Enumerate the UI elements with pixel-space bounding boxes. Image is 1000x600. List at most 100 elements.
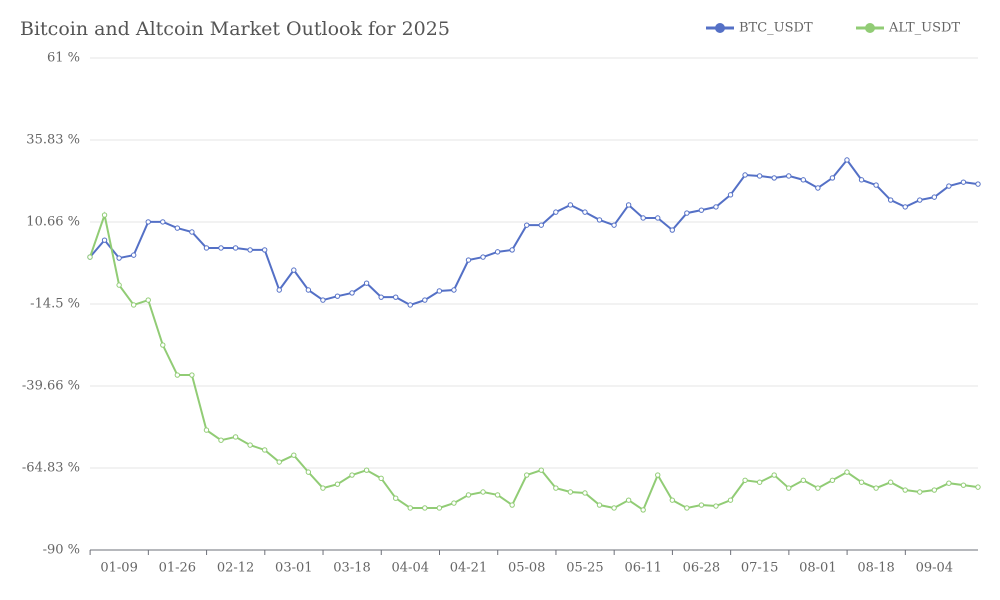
point	[596, 217, 603, 223]
line	[89, 158, 979, 307]
point	[160, 342, 166, 348]
point	[116, 282, 122, 288]
point	[436, 288, 443, 294]
point	[844, 157, 850, 163]
point	[393, 294, 399, 300]
point	[291, 452, 297, 458]
point	[887, 197, 894, 203]
chart-title: Bitcoin and Altcoin Market Outlook for 2…	[20, 18, 450, 40]
point	[247, 247, 253, 253]
point	[698, 502, 705, 508]
x-tick-label: 05-25	[566, 561, 603, 576]
point	[451, 287, 457, 293]
point	[567, 202, 574, 208]
point	[960, 179, 967, 185]
y-tick-label: 35.83 %	[26, 133, 80, 148]
point	[786, 173, 792, 179]
point	[858, 479, 865, 485]
x-tick-label: 03-18	[333, 561, 370, 576]
point	[553, 209, 559, 215]
x-tick-label: 09-04	[916, 561, 953, 576]
point	[465, 257, 472, 263]
point	[349, 290, 355, 296]
y-tick-label: -14.5 %	[30, 297, 80, 312]
point	[829, 175, 836, 181]
point	[873, 182, 879, 188]
series	[87, 211, 981, 513]
y-tick-label: -64.83 %	[22, 460, 80, 475]
point	[611, 505, 617, 511]
legend-label: BTC_USDT	[739, 21, 813, 36]
point	[771, 472, 777, 478]
point	[349, 472, 355, 478]
point	[596, 502, 603, 508]
point	[655, 472, 661, 478]
point	[480, 254, 486, 260]
point	[174, 372, 181, 378]
point	[145, 297, 151, 303]
point	[873, 485, 879, 491]
point	[363, 467, 370, 473]
y-tick-label: 61 %	[47, 51, 80, 66]
x-tick-label: 05-08	[508, 561, 545, 576]
point	[946, 480, 952, 486]
point	[393, 495, 399, 501]
x-tick-label: 02-12	[217, 561, 254, 576]
point	[232, 434, 239, 440]
point	[902, 204, 908, 210]
point	[320, 485, 326, 491]
point	[130, 302, 137, 308]
point	[174, 225, 181, 231]
point	[101, 212, 108, 218]
point	[436, 505, 443, 511]
point	[305, 469, 312, 475]
point	[713, 204, 719, 210]
point	[975, 484, 981, 490]
point	[640, 215, 646, 221]
point	[756, 173, 763, 179]
point	[567, 489, 574, 495]
point	[742, 172, 748, 178]
point	[218, 245, 224, 251]
x-tick-label: 06-28	[683, 561, 720, 576]
point	[727, 192, 734, 198]
x-tick-label: 04-04	[392, 561, 429, 576]
point	[334, 481, 341, 487]
point	[407, 505, 413, 511]
point	[480, 489, 486, 495]
point	[422, 505, 428, 511]
point	[130, 252, 137, 258]
point	[669, 227, 675, 233]
point	[698, 207, 705, 213]
point	[829, 477, 836, 483]
point	[160, 219, 166, 225]
point	[669, 497, 675, 503]
point	[946, 183, 952, 189]
x-tick-label: 01-09	[100, 561, 137, 576]
line	[89, 211, 979, 512]
point	[378, 294, 384, 300]
point	[786, 485, 792, 491]
point	[145, 219, 151, 225]
point	[858, 177, 865, 183]
x-tick-label: 07-15	[741, 561, 778, 576]
point	[101, 237, 108, 243]
point	[203, 427, 210, 433]
point	[655, 215, 661, 221]
point	[291, 267, 297, 273]
point	[582, 209, 588, 215]
point	[538, 467, 544, 473]
point	[975, 181, 981, 187]
point	[611, 222, 617, 228]
point	[815, 485, 821, 491]
point	[524, 222, 530, 228]
point	[334, 293, 341, 299]
point	[553, 485, 559, 491]
point	[960, 482, 967, 488]
x-tick-label: 06-11	[624, 561, 661, 576]
legend-marker	[865, 23, 875, 33]
legend-marker	[715, 23, 725, 33]
point	[625, 497, 632, 503]
point	[625, 202, 632, 208]
